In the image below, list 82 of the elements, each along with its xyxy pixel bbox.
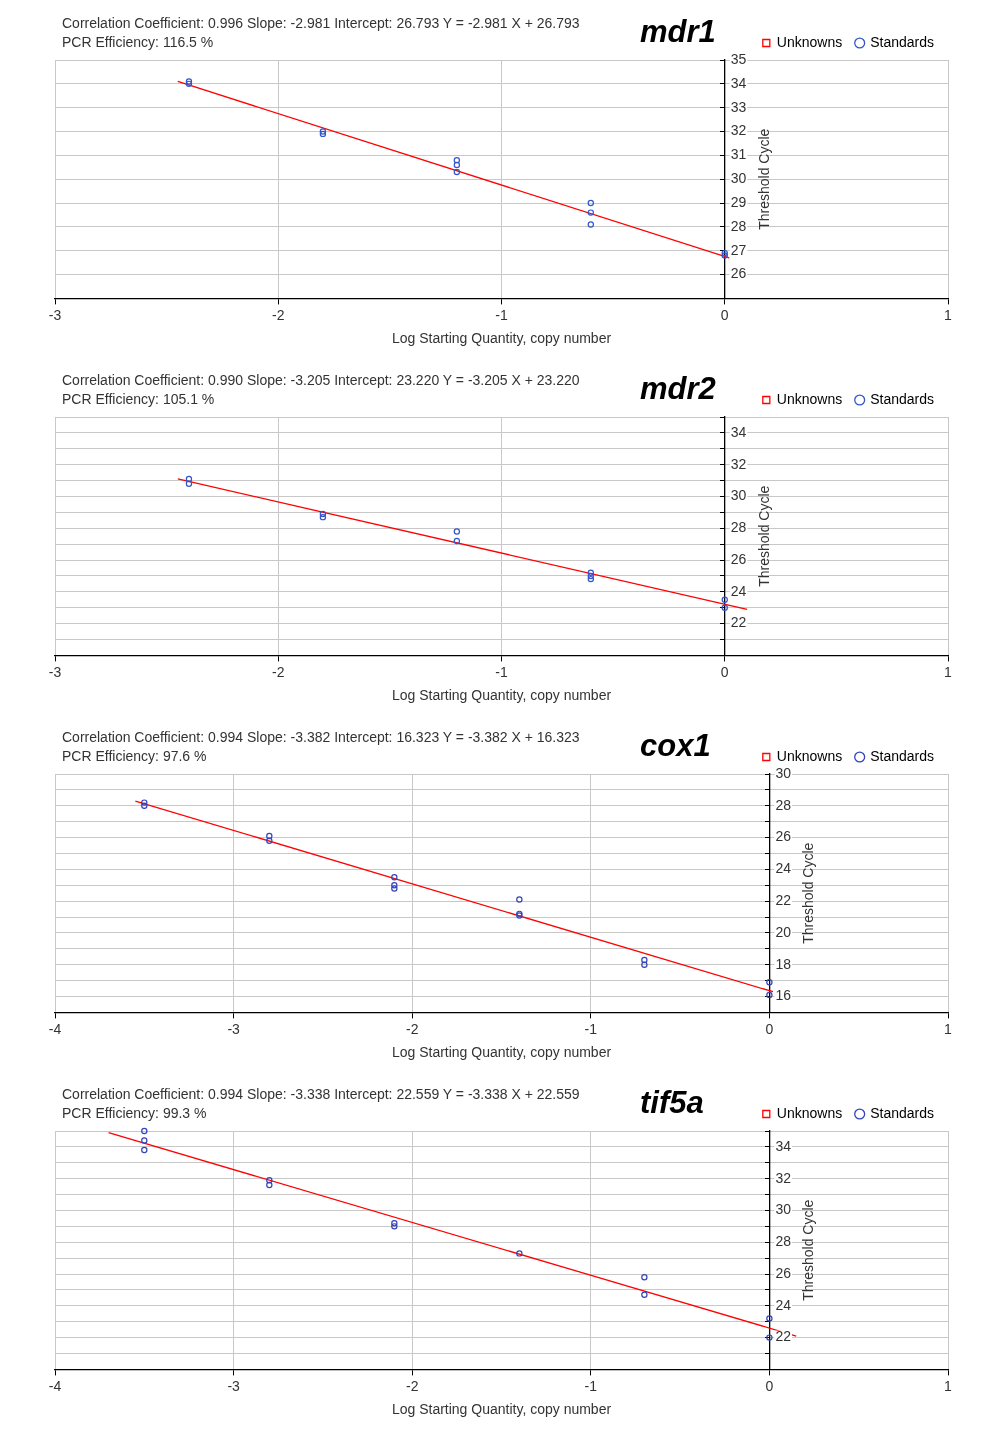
chart-subtitle: Correlation Coefficient: 0.994 Slope: -3.338 Intercept: 22.559 Y = -3.338 X + 22.559 (62, 1085, 580, 1104)
y-tick-label: 35 (730, 50, 747, 67)
y-tick-label: 24 (775, 1296, 792, 1313)
text: PCR Efficiency: 99.3 % (62, 1104, 208, 1123)
x-tick-label: -1 (584, 1377, 598, 1394)
x-axis-title: Log Starting Quantity, copy number (391, 1044, 612, 1061)
chart-title: mdr1 (640, 14, 716, 50)
legend-label: Unknowns (776, 1104, 843, 1121)
y-tick-label: 26 (730, 550, 747, 567)
x-tick-label: 1 (944, 1020, 953, 1037)
y-tick-label: 34 (730, 74, 747, 91)
y-tick-label: 30 (775, 764, 792, 781)
x-tick-label: -2 (272, 663, 285, 680)
x-tick-label: -3 (227, 1377, 241, 1394)
x-tick-label: -4 (48, 1020, 62, 1037)
y-tick-label: 31 (730, 146, 747, 163)
y-tick-label: 26 (775, 1264, 792, 1281)
y-tick-label: 29 (730, 193, 747, 210)
chart-subtitle: Correlation Coefficient: 0.990 Slope: -3.205 Intercept: 23.220 Y = -3.205 X + 23.220 (62, 371, 580, 390)
y-tick-label: 32 (730, 455, 747, 472)
y-tick-label: 24 (775, 860, 792, 877)
x-axis-title: Log Starting Quantity, copy number (391, 330, 612, 347)
y-tick-label: 32 (730, 122, 747, 139)
y-tick-label: 28 (730, 519, 747, 536)
y-tick-label: 32 (775, 1169, 792, 1186)
y-axis-title: Threshold Cycle (800, 842, 817, 944)
y-tick-label: 28 (730, 217, 747, 234)
x-tick-label: -3 (48, 663, 62, 680)
y-tick-label: 18 (775, 955, 792, 972)
y-tick-label: 27 (730, 241, 747, 258)
x-tick-label: 0 (765, 1020, 774, 1037)
x-tick-label: -4 (48, 1377, 62, 1394)
chart-title: cox1 (640, 728, 711, 764)
chart-title: tif5a (640, 1085, 704, 1121)
y-tick-label: 16 (775, 987, 792, 1004)
text: PCR Efficiency: 105.1 % (62, 390, 216, 409)
x-tick-label: -1 (495, 306, 508, 323)
y-axis-title: Threshold Cycle (755, 128, 772, 230)
x-tick-label: -1 (495, 663, 508, 680)
y-tick-label: 34 (775, 1137, 792, 1154)
y-tick-label: 26 (730, 265, 747, 282)
x-tick-label: 0 (720, 663, 729, 680)
y-axis-title: Threshold Cycle (800, 1199, 817, 1301)
y-tick-label: 28 (775, 796, 792, 813)
x-tick-label: -3 (227, 1020, 241, 1037)
y-tick-label: 26 (775, 828, 792, 845)
x-tick-label: -2 (272, 306, 285, 323)
chart-subtitle: Correlation Coefficient: 0.996 Slope: -2.981 Intercept: 26.793 Y = -2.981 X + 26.793 (62, 14, 580, 33)
x-axis-title: Log Starting Quantity, copy number (391, 1401, 612, 1418)
legend-label: Unknowns (776, 33, 843, 50)
x-tick-label: 1 (944, 663, 953, 680)
x-axis-title: Log Starting Quantity, copy number (391, 687, 612, 704)
legend-label: Standards (870, 390, 935, 407)
x-tick-label: 0 (720, 306, 729, 323)
legend-label: Unknowns (776, 747, 843, 764)
legend-label: Unknowns (776, 390, 843, 407)
y-tick-label: 20 (775, 923, 792, 940)
y-tick-label: 34 (730, 423, 747, 440)
chart-subtitle: Correlation Coefficient: 0.994 Slope: -3.382 Intercept: 16.323 Y = -3.382 X + 16.323 (62, 728, 580, 747)
x-tick-label: -1 (584, 1020, 598, 1037)
x-tick-label: -2 (405, 1020, 419, 1037)
y-tick-label: 22 (730, 614, 747, 631)
y-tick-label: 22 (775, 1328, 792, 1345)
chart-title: mdr2 (640, 371, 716, 407)
y-tick-label: 33 (730, 98, 747, 115)
legend-label: Standards (870, 33, 935, 50)
text: PCR Efficiency: 116.5 % (62, 33, 215, 52)
y-tick-label: 30 (730, 487, 747, 504)
y-tick-label: 24 (730, 582, 747, 599)
x-tick-label: 1 (944, 1377, 953, 1394)
x-tick-label: -3 (48, 306, 62, 323)
text: PCR Efficiency: 97.6 % (62, 747, 208, 766)
y-tick-label: 30 (730, 170, 747, 187)
x-tick-label: 0 (765, 1377, 774, 1394)
y-tick-label: 22 (775, 892, 792, 909)
x-tick-label: 1 (944, 306, 953, 323)
legend-label: Standards (870, 1104, 935, 1121)
y-tick-label: 30 (775, 1201, 792, 1218)
y-tick-label: 28 (775, 1233, 792, 1250)
y-axis-title: Threshold Cycle (755, 485, 772, 587)
legend-label: Standards (870, 747, 935, 764)
x-tick-label: -2 (405, 1377, 419, 1394)
